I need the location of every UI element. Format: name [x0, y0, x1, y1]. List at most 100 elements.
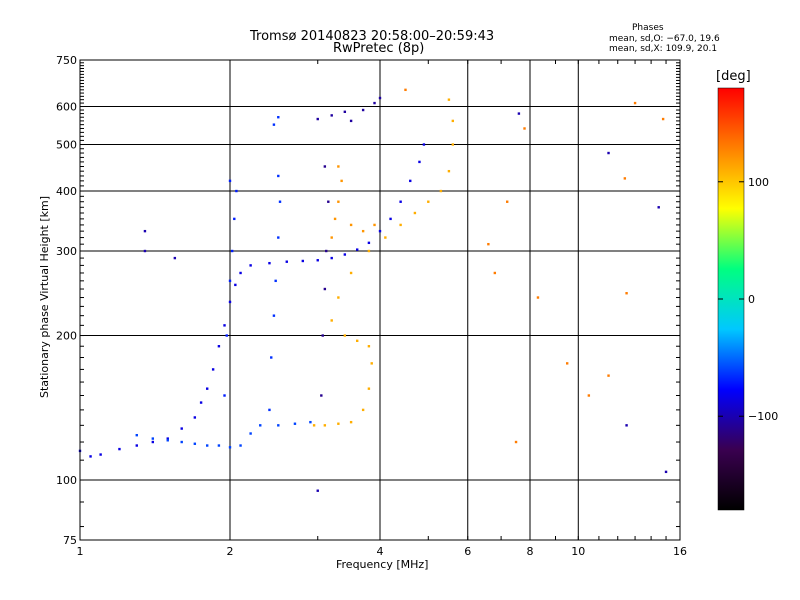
data-point: [361, 408, 365, 412]
phase-heading: Phases: [632, 23, 664, 33]
data-point: [118, 447, 121, 451]
colorbar-unit: [deg]: [716, 69, 751, 84]
x-tick-label: 6: [464, 545, 471, 558]
data-point: [399, 223, 402, 227]
data-point: [373, 101, 376, 105]
data-point: [223, 394, 226, 397]
data-point: [427, 200, 430, 203]
data-point: [367, 249, 371, 253]
data-point: [135, 444, 138, 447]
data-point: [661, 117, 665, 121]
data-point: [505, 200, 509, 203]
data-point: [180, 440, 183, 444]
y-tick-label: 750: [56, 54, 77, 67]
data-point: [607, 374, 610, 377]
data-point: [225, 334, 228, 337]
data-point: [493, 271, 497, 275]
data-point: [217, 345, 221, 348]
data-point: [249, 264, 252, 267]
data-point: [270, 356, 273, 359]
data-point: [451, 143, 455, 146]
data-point: [285, 260, 288, 263]
data-point: [143, 229, 147, 233]
data-point: [321, 334, 324, 337]
data-point: [330, 114, 333, 117]
colorbar-tick-label: −100: [748, 410, 778, 423]
data-point: [272, 123, 276, 126]
data-point: [316, 489, 319, 492]
data-point: [193, 442, 197, 445]
data-point: [277, 236, 280, 239]
data-point: [173, 256, 177, 260]
colorbar-ticks: 100 0 −100: [718, 176, 778, 423]
data-point: [657, 206, 660, 209]
data-point: [337, 200, 340, 203]
data-point: [205, 387, 209, 390]
data-point: [607, 151, 610, 155]
data-point: [343, 110, 347, 113]
data-point: [211, 368, 215, 371]
data-point: [409, 179, 412, 183]
phase-x-stats: mean, sd,X: 109.9, 20.1: [609, 44, 718, 54]
x-axis: 1 2 4 6 8 10 16: [77, 60, 687, 558]
data-point: [664, 470, 668, 474]
data-point: [625, 424, 628, 427]
data-point: [228, 179, 232, 183]
data-point: [378, 96, 382, 100]
data-point: [623, 177, 627, 180]
data-point: [143, 249, 147, 253]
data-point: [274, 279, 277, 283]
x-tick-label: 16: [673, 545, 687, 558]
data-point: [239, 444, 242, 447]
data-point: [337, 165, 340, 168]
data-point: [349, 420, 353, 424]
data-point: [316, 259, 319, 262]
data-point: [367, 241, 371, 245]
data-point: [587, 394, 591, 397]
data-point: [447, 169, 451, 173]
data-point: [404, 88, 407, 92]
data-point: [99, 453, 102, 456]
data-point: [349, 271, 353, 275]
data-point: [277, 174, 280, 178]
data-point: [330, 236, 333, 239]
colorbar-tick-label: 0: [748, 293, 755, 306]
y-tick-label: 100: [56, 474, 77, 487]
x-tick-label: 10: [571, 545, 585, 558]
data-point: [517, 112, 521, 115]
chart-subtitle: RwPretec (8p): [333, 41, 425, 56]
y-tick-label: 200: [56, 330, 77, 343]
data-point: [399, 200, 402, 203]
data-point: [367, 387, 371, 390]
data-point: [272, 314, 276, 317]
data-point: [180, 427, 183, 430]
data-point: [439, 189, 443, 193]
data-point: [451, 119, 455, 123]
data-point: [367, 345, 371, 348]
data-point: [166, 437, 169, 440]
data-point: [217, 444, 221, 447]
y-tick-label: 300: [56, 245, 77, 258]
data-point: [89, 455, 92, 458]
data-point: [330, 319, 333, 322]
data-point: [389, 217, 392, 221]
x-tick-label: 4: [377, 545, 384, 558]
x-tick-label: 8: [527, 545, 534, 558]
data-points: [78, 88, 668, 492]
data-point: [233, 217, 236, 221]
data-point: [447, 98, 451, 101]
data-point: [223, 324, 226, 327]
data-point: [268, 261, 271, 265]
data-point: [249, 432, 252, 435]
y-axis: 75 100 200 300 400 500 600 750: [56, 54, 680, 547]
data-point: [268, 408, 271, 412]
data-point: [199, 401, 203, 404]
data-point: [355, 248, 359, 251]
phase-o-stats: mean, sd,O: −67.0, 19.6: [609, 34, 720, 44]
data-point: [277, 116, 280, 119]
y-tick-label: 500: [56, 139, 77, 152]
y-tick-label: 400: [56, 185, 77, 198]
data-point: [309, 420, 312, 424]
data-point: [384, 236, 387, 239]
